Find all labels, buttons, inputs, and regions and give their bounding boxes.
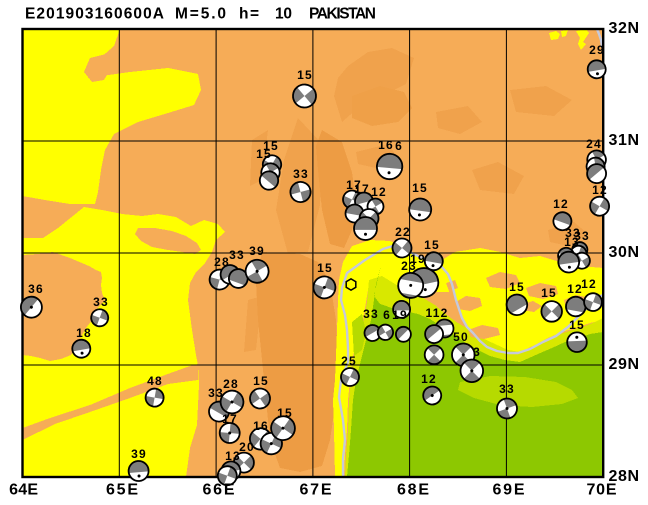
- svg-text:29N: 29N: [609, 356, 640, 373]
- svg-text:33: 33: [363, 307, 379, 321]
- svg-text:15: 15: [569, 318, 585, 332]
- svg-text:29: 29: [589, 43, 605, 57]
- svg-text:15: 15: [297, 68, 313, 82]
- svg-text:68E: 68E: [397, 482, 429, 499]
- svg-text:66E: 66E: [203, 482, 235, 499]
- svg-text:24: 24: [586, 137, 602, 151]
- svg-text:20: 20: [239, 440, 255, 454]
- svg-text:28: 28: [214, 255, 230, 269]
- svg-text:28N: 28N: [609, 468, 640, 485]
- svg-text:15: 15: [424, 238, 440, 252]
- svg-text:15: 15: [256, 147, 272, 161]
- svg-text:13: 13: [564, 235, 580, 249]
- svg-text:15: 15: [263, 139, 279, 153]
- svg-text:50: 50: [453, 330, 469, 344]
- svg-text:33: 33: [229, 248, 245, 262]
- svg-text:15: 15: [541, 286, 557, 300]
- svg-text:3: 3: [473, 345, 481, 359]
- svg-text:67E: 67E: [300, 482, 332, 499]
- svg-text:15: 15: [277, 406, 293, 420]
- svg-text:6: 6: [383, 308, 391, 322]
- svg-text:15: 15: [412, 181, 428, 195]
- svg-text:PAKISTAN: PAKISTAN: [309, 6, 376, 23]
- svg-text:6: 6: [395, 139, 403, 153]
- svg-text:33: 33: [208, 386, 224, 400]
- svg-text:112: 112: [426, 306, 449, 320]
- svg-text:15: 15: [509, 280, 525, 294]
- svg-text:48: 48: [147, 374, 163, 388]
- svg-text:28: 28: [223, 377, 239, 391]
- svg-text:16: 16: [253, 419, 269, 433]
- svg-text:64E: 64E: [9, 482, 38, 499]
- svg-text:15: 15: [253, 374, 269, 388]
- svg-text:16: 16: [378, 138, 394, 152]
- svg-text:65E: 65E: [106, 482, 138, 499]
- svg-text:36: 36: [28, 282, 44, 296]
- svg-text:E201903160600A: E201903160600A: [25, 6, 164, 23]
- svg-text:69E: 69E: [493, 482, 525, 499]
- svg-text:17: 17: [354, 182, 370, 196]
- svg-text:30N: 30N: [609, 244, 640, 261]
- svg-text:25: 25: [341, 354, 357, 368]
- svg-text:17: 17: [222, 412, 238, 426]
- svg-text:17: 17: [346, 178, 362, 192]
- svg-text:23: 23: [401, 259, 417, 273]
- svg-text:M=5.0: M=5.0: [175, 6, 226, 23]
- svg-text:18: 18: [76, 326, 92, 340]
- svg-text:33: 33: [574, 229, 590, 243]
- svg-text:12: 12: [567, 282, 583, 296]
- svg-text:12: 12: [371, 185, 387, 199]
- svg-text:33: 33: [565, 226, 581, 240]
- svg-text:31N: 31N: [609, 132, 640, 149]
- svg-text:12: 12: [421, 372, 437, 386]
- svg-text:33: 33: [293, 167, 309, 181]
- svg-text:32N: 32N: [609, 20, 640, 37]
- svg-text:19: 19: [410, 252, 426, 266]
- svg-text:12: 12: [581, 277, 597, 291]
- svg-text:10: 10: [275, 6, 292, 23]
- svg-text:15: 15: [317, 261, 333, 275]
- svg-text:70E: 70E: [587, 482, 617, 499]
- svg-text:39: 39: [249, 244, 265, 258]
- svg-text:19: 19: [392, 308, 408, 322]
- svg-text:33: 33: [499, 382, 515, 396]
- svg-text:13: 13: [225, 449, 241, 463]
- svg-text:12: 12: [592, 183, 608, 197]
- svg-text:22: 22: [395, 225, 411, 239]
- svg-text:h=: h=: [239, 6, 259, 23]
- svg-text:12: 12: [553, 197, 569, 211]
- svg-text:33: 33: [93, 295, 109, 309]
- svg-text:39: 39: [131, 447, 147, 461]
